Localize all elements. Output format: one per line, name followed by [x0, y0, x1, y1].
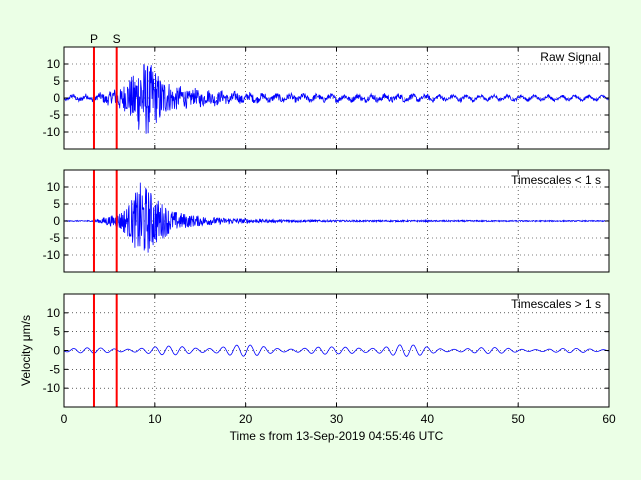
- y-tick-label: 5: [53, 74, 60, 88]
- y-tick-label: 0: [53, 91, 60, 105]
- x-tick-label: 50: [511, 412, 525, 426]
- panel-1: P S 10 5 0 -5 -10 Raw Signal: [43, 32, 610, 150]
- signal-trace: [63, 64, 610, 134]
- y-tick-label: -10: [43, 125, 61, 139]
- panel-label: Raw Signal: [540, 50, 601, 64]
- x-tick-label: 0: [61, 412, 68, 426]
- x-tick-label: 40: [421, 412, 435, 426]
- signal-trace: [64, 182, 610, 253]
- y-tick-label: -10: [43, 248, 61, 262]
- x-tick-label: 10: [148, 412, 162, 426]
- y-tick-label: 5: [53, 325, 60, 339]
- panel-label: Timescales > 1 s: [511, 297, 601, 311]
- panel-2: 10 5 0 -5 -10 Timescales < 1 s: [43, 169, 610, 273]
- y-tick-label: 0: [53, 214, 60, 228]
- x-axis-label: Time s from 13-Sep-2019 04:55:46 UTC: [230, 429, 444, 443]
- y-tick-label: 10: [47, 306, 61, 320]
- y-tick-label: 10: [47, 57, 61, 71]
- y-tick-label: 10: [47, 180, 61, 194]
- y-tick-label: -5: [49, 231, 60, 245]
- panel-label: Timescales < 1 s: [511, 173, 601, 187]
- y-axis-label: Velocity μm/s: [19, 315, 33, 386]
- y-tick-label: 0: [53, 344, 60, 358]
- y-tick-label: -10: [43, 381, 61, 395]
- arrival-label-P: P: [90, 32, 98, 46]
- y-tick-label: -5: [49, 362, 60, 376]
- y-tick-label: 5: [53, 197, 60, 211]
- x-tick-label: 20: [239, 412, 253, 426]
- y-tick-label: -5: [49, 108, 60, 122]
- x-tick-label: 60: [602, 412, 616, 426]
- arrival-label-S: S: [113, 32, 121, 46]
- signal-trace: [63, 344, 609, 357]
- x-tick-label: 30: [330, 412, 344, 426]
